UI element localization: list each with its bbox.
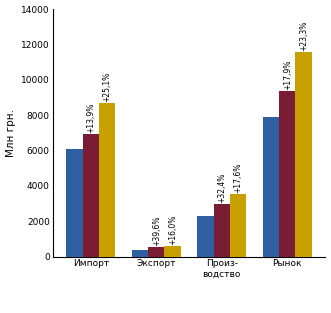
Text: +23,3%: +23,3%	[299, 20, 308, 51]
Bar	[197, 216, 213, 257]
Bar	[99, 103, 116, 257]
Text: +17,9%: +17,9%	[283, 60, 292, 90]
Bar	[213, 203, 230, 257]
Text: +16,0%: +16,0%	[168, 215, 177, 245]
Bar	[132, 250, 148, 257]
Bar	[165, 246, 181, 257]
Text: +25,1%: +25,1%	[103, 72, 112, 102]
Text: +13,9%: +13,9%	[86, 102, 95, 133]
Bar	[66, 149, 83, 257]
Y-axis label: Млн грн.: Млн грн.	[6, 109, 16, 157]
Text: +39,6%: +39,6%	[152, 216, 161, 246]
Text: +17,6%: +17,6%	[234, 162, 243, 192]
Bar	[263, 117, 279, 257]
Bar	[230, 194, 246, 257]
Bar	[148, 248, 165, 257]
Bar	[296, 52, 312, 257]
Text: +32,4%: +32,4%	[217, 172, 226, 203]
Bar	[83, 134, 99, 257]
Bar	[279, 91, 296, 257]
